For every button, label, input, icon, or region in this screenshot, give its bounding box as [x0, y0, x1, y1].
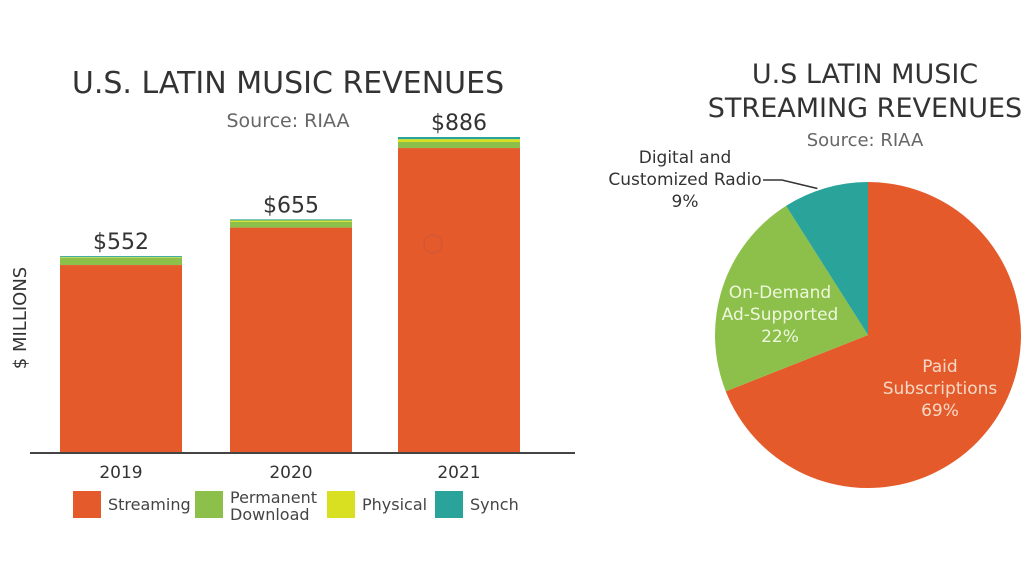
bar-streaming-2020: [230, 227, 352, 453]
total-label: $886: [431, 111, 487, 136]
bar-synch-2021: [398, 137, 520, 140]
bar-physical-2019: [60, 257, 182, 258]
legend-label: Physical: [362, 495, 427, 514]
x-tick-label: 2020: [269, 463, 312, 483]
bar-synch-2019: [60, 256, 182, 258]
bar-permanent-download-2019: [60, 257, 182, 266]
x-tick-label: 2021: [437, 463, 480, 483]
bar-permanent-download-2021: [398, 141, 520, 149]
bar-chart-title: U.S. LATIN MUSIC REVENUES: [72, 66, 504, 101]
bar-streaming-2019: [60, 265, 182, 453]
y-axis-label: $ MILLIONS: [10, 267, 31, 369]
legend-swatch-streaming: [73, 491, 101, 518]
legend-swatch-physical: [327, 491, 355, 518]
bar-streaming-2021: [398, 148, 520, 453]
legend-label: Streaming: [108, 495, 191, 514]
legend-swatch-permanent-download: [195, 491, 223, 518]
cursor-ring: [423, 234, 443, 254]
bar-permanent-download-2020: [230, 221, 352, 228]
bar-synch-2020: [230, 219, 352, 221]
bar-series-group: [60, 137, 520, 453]
bar-physical-2021: [398, 139, 520, 142]
legend-label: Permanent: [230, 488, 317, 507]
legend-swatch-synch: [435, 491, 463, 518]
x-tick-label: 2019: [99, 463, 142, 483]
bar-chart-subtitle: Source: RIAA: [226, 110, 349, 132]
bar-physical-2020: [230, 220, 352, 222]
legend-label: Download: [230, 505, 310, 524]
total-label: $655: [263, 193, 319, 218]
total-labels: $552 $655 $886: [93, 111, 487, 255]
x-tick-labels: 2019 2020 2021: [99, 463, 480, 483]
legend-label: Synch: [470, 495, 519, 514]
total-label: $552: [93, 230, 149, 255]
